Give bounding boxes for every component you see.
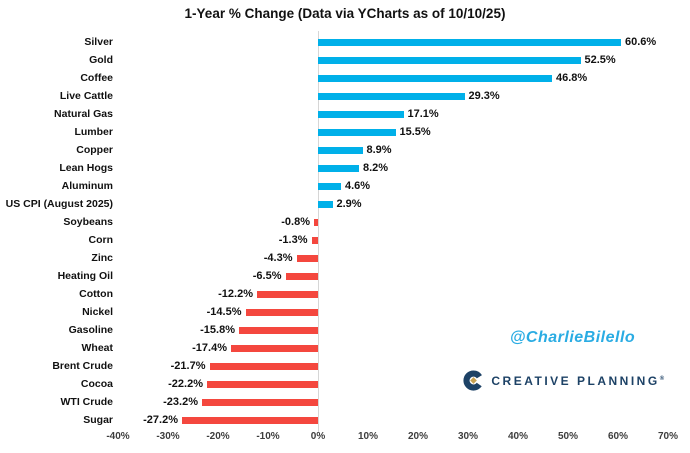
value-label: 15.5% [399, 126, 431, 138]
chart-title: 1-Year % Change (Data via YCharts as of … [184, 6, 506, 21]
bar [318, 128, 396, 136]
bar [311, 236, 318, 244]
bar [207, 380, 318, 388]
bar [318, 146, 363, 154]
bar [318, 92, 465, 100]
category-label: Copper [76, 144, 113, 156]
axis-tick-label: -10% [256, 431, 280, 442]
value-label: -21.7% [170, 360, 206, 372]
bar [245, 308, 318, 316]
creative-planning-wordmark: CREATIVE PLANNING® [491, 373, 667, 388]
value-label: 2.9% [336, 198, 362, 210]
category-label: Silver [84, 36, 113, 48]
bar [182, 416, 318, 424]
axis-tick-label: 70% [657, 431, 678, 442]
value-label: -23.2% [163, 396, 198, 408]
value-label: -0.8% [281, 216, 310, 228]
bar [318, 164, 359, 172]
bar [318, 56, 581, 64]
zero-axis-line [318, 31, 319, 433]
bar [257, 290, 318, 298]
value-label: 60.6% [625, 36, 657, 48]
bar [318, 38, 621, 46]
bar [318, 200, 333, 208]
axis-tick-label: 0% [310, 431, 326, 442]
value-label: -12.2% [218, 288, 253, 300]
category-label: Natural Gas [54, 108, 113, 120]
category-label: Heating Oil [57, 270, 113, 282]
axis-tick-label: -20% [206, 431, 230, 442]
x-axis: -40% -30% -20% -10% 0% 10% 20% 30% 40% 50% 60% 70% [0, 431, 690, 447]
category-label: Coffee [80, 72, 113, 84]
value-label: 8.9% [366, 144, 392, 156]
category-label: Lean Hogs [59, 162, 113, 174]
axis-tick-label: 50% [557, 431, 578, 442]
bar [209, 362, 318, 370]
value-label: -6.5% [252, 270, 282, 282]
category-label: Gold [89, 54, 113, 66]
category-label: Soybeans [63, 216, 113, 228]
plot-area: @CharlieBilello CREATIVE PLANNING® Silve… [0, 31, 690, 433]
category-label: Cotton [79, 288, 113, 300]
bar [285, 272, 318, 280]
category-label: Wheat [81, 342, 114, 354]
value-label: -4.3% [263, 252, 293, 264]
axis-tick-label: 40% [507, 431, 528, 442]
bar [296, 254, 318, 262]
watermark-author-handle: @CharlieBilello [509, 329, 636, 346]
category-label: Corn [88, 234, 114, 246]
axis-tick-label: 60% [607, 431, 628, 442]
category-label: Brent Crude [52, 360, 113, 372]
axis-tick-label: 30% [457, 431, 478, 442]
bar [318, 110, 404, 118]
category-label: Sugar [83, 414, 113, 426]
value-label: -1.3% [278, 234, 308, 246]
bar [202, 398, 318, 406]
category-label: US CPI (August 2025) [5, 198, 113, 210]
trademark-symbol: ® [659, 375, 667, 382]
bar [239, 326, 318, 334]
value-label: 52.5% [584, 54, 616, 66]
value-label: 17.1% [407, 108, 439, 120]
bar [318, 74, 552, 82]
value-label: 46.8% [556, 72, 588, 84]
category-label: WTI Crude [60, 396, 114, 408]
category-label: Cocoa [80, 378, 113, 390]
creative-planning-logo: CREATIVE PLANNING® [450, 370, 680, 391]
axis-tick-label: 20% [407, 431, 428, 442]
axis-tick-label: 10% [357, 431, 378, 442]
value-label: -27.2% [143, 414, 178, 426]
value-label: -14.5% [206, 306, 242, 318]
value-label: -17.4% [192, 342, 227, 354]
category-label: Nickel [82, 306, 113, 318]
category-label: Gasoline [68, 324, 113, 336]
bar [314, 218, 318, 226]
value-label: 8.2% [363, 162, 389, 174]
creative-planning-icon [463, 370, 484, 391]
bar [318, 182, 341, 190]
value-label: -15.8% [200, 324, 235, 336]
value-label: 29.3% [468, 90, 500, 102]
axis-tick-label: -30% [156, 431, 180, 442]
category-label: Zinc [91, 252, 113, 264]
axis-tick-label: -40% [106, 431, 130, 442]
category-label: Aluminum [61, 180, 113, 192]
bar [231, 344, 318, 352]
category-label: Live Cattle [59, 90, 113, 102]
category-label: Lumber [74, 126, 113, 138]
value-label: -22.2% [168, 378, 203, 390]
value-label: 4.6% [345, 180, 371, 192]
